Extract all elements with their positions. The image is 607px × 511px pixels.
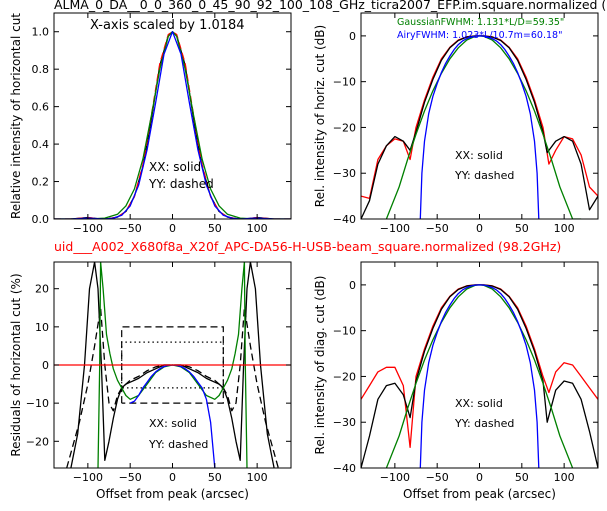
figure-title-top: ALMA_0_DA__0_0_360_0_45_90_92_100_108_GH… — [54, 0, 606, 12]
x-tick-label: −50 — [426, 471, 449, 484]
y-tick-label: 0.4 — [32, 138, 50, 151]
y-tick-label: 0 — [349, 279, 356, 292]
x-tick-label: 100 — [554, 471, 575, 484]
x-tick-label: 0 — [476, 222, 483, 235]
x-tick-label: 0 — [169, 471, 176, 484]
x-tick-label: 50 — [208, 222, 222, 235]
y-tick-label: −20 — [333, 121, 356, 134]
axes-frame — [360, 12, 599, 220]
y-tick-label: 0.0 — [32, 213, 50, 226]
annotation-text: XX: solid — [455, 149, 503, 162]
x-axis-label: Offset from peak (arcsec) — [96, 487, 249, 501]
y-tick-label: 0.8 — [32, 63, 50, 76]
x-tick-label: −100 — [380, 222, 410, 235]
y-tick-label: 0 — [349, 30, 356, 43]
y-axis-label: Relative intensity of horizontal cut — [9, 13, 23, 219]
x-tick-label: 50 — [515, 222, 529, 235]
y-tick-label: 10 — [35, 321, 49, 334]
annotation-text: YY: dashed — [148, 438, 208, 451]
x-tick-label: −50 — [119, 471, 142, 484]
y-axis-label: Rel. intensity of horiz. cut (dB) — [313, 25, 327, 207]
x-tick-label: −100 — [73, 222, 103, 235]
chart-panel-tl: −100 −50 0 50 100 0.0 0.2 0.4 0.6 0.8 1.0 Relative … — [9, 12, 292, 235]
annotation-text: XX: solid — [149, 160, 201, 174]
x-tick-label: 50 — [515, 471, 529, 484]
series-line-2 — [385, 284, 574, 468]
legend-entry: AiryFWHM: 1.023*L/10.7m=60.18" — [397, 30, 562, 41]
plot-area — [361, 35, 598, 219]
annotation-text: XX: solid — [455, 397, 503, 410]
series-line-1 — [361, 284, 598, 468]
annotation-text: YY: dashed — [148, 177, 214, 191]
x-tick-label: −50 — [119, 222, 142, 235]
y-tick-label: 0 — [42, 359, 49, 372]
y-axis-label: Residuals of horizontal cut (%) — [9, 273, 23, 456]
x-tick-label: 0 — [169, 222, 176, 235]
x-tick-label: 100 — [247, 222, 268, 235]
annotation-text: X-axis scaled by 1.0184 — [90, 18, 245, 33]
y-tick-label: −30 — [333, 416, 356, 429]
x-tick-label: 50 — [208, 471, 222, 484]
y-axis-label: Rel. intensity of diag. cut (dB) — [313, 276, 327, 455]
annotation-text: XX: solid — [149, 417, 197, 430]
y-tick-label: −10 — [333, 76, 356, 89]
series-line-3 — [419, 35, 540, 219]
y-tick-label: −40 — [333, 462, 356, 475]
annotation-text: YY: dashed — [454, 417, 514, 430]
figure-title-mid: uid___A002_X680f8a_X20f_APC-DA56-H-USB-b… — [54, 239, 561, 254]
y-tick-label: 0.2 — [32, 176, 50, 189]
series-line-1 — [361, 35, 598, 219]
y-tick-label: 1.0 — [32, 26, 50, 39]
series-line-3 — [419, 284, 540, 468]
x-tick-label: 100 — [554, 222, 575, 235]
annotation-text: YY: dashed — [454, 169, 514, 182]
x-tick-label: −50 — [426, 222, 449, 235]
x-axis-label: Offset from peak (arcsec) — [403, 487, 556, 501]
x-tick-label: 100 — [247, 471, 268, 484]
y-tick-label: −20 — [26, 435, 49, 448]
y-tick-label: 0.6 — [32, 101, 50, 114]
y-tick-label: −10 — [333, 325, 356, 338]
y-tick-label: −20 — [333, 370, 356, 383]
x-tick-label: 0 — [476, 471, 483, 484]
plot-area — [361, 284, 598, 468]
y-tick-label: −30 — [333, 167, 356, 180]
y-tick-label: −10 — [26, 397, 49, 410]
y-tick-label: −40 — [333, 213, 356, 226]
legend-entry: GaussianFWHM: 1.131*L/D=59.35" — [397, 17, 564, 28]
x-tick-label: −100 — [73, 471, 103, 484]
plot-area — [54, 262, 291, 468]
reference-box-0 — [121, 326, 224, 404]
series-line-1 — [66, 307, 279, 468]
y-tick-label: 20 — [35, 283, 49, 296]
series-line-3 — [54, 31, 291, 219]
x-tick-label: −100 — [380, 471, 410, 484]
